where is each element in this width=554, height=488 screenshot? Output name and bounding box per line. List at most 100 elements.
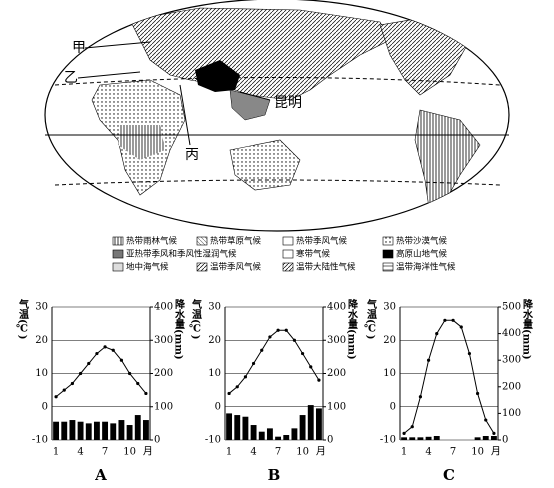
temp-point [284, 328, 288, 332]
temp-point [435, 332, 439, 336]
x-tick-label: 7 [275, 447, 281, 458]
y2-axis-label: 降水量(mm) [173, 298, 186, 360]
temp-point [70, 381, 75, 386]
temp-point [451, 318, 455, 322]
legend-label: 温带海洋性气候 [396, 262, 456, 273]
y-tick-label: 10 [383, 368, 396, 379]
legend-swatch [112, 236, 124, 246]
temp-point [127, 371, 132, 376]
y2-tick-label: 100 [327, 401, 346, 412]
y-tick-label: 20 [383, 335, 396, 346]
y-tick-label: 0 [390, 401, 396, 412]
temp-point [459, 325, 463, 329]
precip-bar [474, 437, 481, 440]
y-tick-label: 0 [215, 401, 221, 412]
temp-point [103, 345, 107, 349]
continents [91, 7, 481, 216]
legend-swatch [382, 236, 394, 246]
precip-bar [102, 421, 109, 440]
precip-bar [110, 423, 117, 440]
precip-bar [142, 420, 149, 440]
precip-bar [291, 428, 298, 440]
temp-point [309, 365, 313, 369]
y-tick-label: 20 [35, 335, 48, 346]
precip-bar [258, 431, 265, 440]
legend-label: 地中海气候 [126, 262, 169, 273]
temp-point [260, 348, 264, 352]
x-tick-label: 10 [123, 447, 136, 458]
precip-bar [53, 421, 60, 440]
legend-swatch [112, 262, 124, 272]
precip-bar [490, 436, 497, 440]
precip-bar [126, 425, 133, 440]
precip-bar [266, 428, 273, 440]
temp-point [243, 375, 248, 379]
y2-tick-label: 300 [502, 355, 521, 366]
y2-tick-label: 300 [154, 335, 173, 346]
x-unit: 月 [316, 446, 326, 458]
y2-tick-label: 200 [502, 381, 521, 392]
x-tick-label: 1 [53, 447, 59, 458]
legend-swatch [282, 249, 294, 259]
legend-label: 热带草原气候 [210, 236, 262, 247]
precip-bar [433, 436, 440, 440]
temp-point [426, 358, 431, 362]
y2-tick-label: 500 [502, 302, 521, 313]
precip-bar [93, 421, 100, 440]
y-axis-label: 气温(℃) [363, 298, 377, 340]
map-label: 昆明 [274, 95, 302, 111]
temp-point [87, 361, 91, 366]
temp-point [227, 391, 231, 396]
x-unit: 月 [143, 446, 153, 458]
temp-point [251, 361, 256, 366]
temp-point [467, 351, 472, 356]
x-tick-label: 4 [250, 447, 256, 458]
y-tick-label: 20 [208, 335, 221, 346]
africa-rain [118, 125, 165, 160]
y-tick-label: 30 [383, 302, 396, 313]
precip-bar [234, 415, 241, 440]
y2-tick-label: 100 [154, 401, 173, 412]
legend-label: 热带沙漠气候 [396, 236, 448, 247]
y2-tick-label: 400 [502, 328, 521, 339]
y2-tick-label: 400 [327, 302, 346, 313]
y2-tick-label: 200 [327, 368, 346, 379]
temp-point [317, 378, 321, 382]
precip-bar [77, 421, 84, 440]
temp-point [268, 335, 272, 339]
precip-bar [85, 423, 92, 440]
chart-caption: A [94, 466, 107, 484]
x-tick-label: 7 [450, 447, 456, 458]
temp-point [78, 371, 83, 376]
temp-point [292, 338, 297, 342]
legend-label: 温带大陆性气候 [296, 262, 356, 273]
temp-point [475, 391, 480, 396]
map-label: 甲 [72, 40, 86, 56]
plateau [195, 60, 240, 92]
precip-bar [283, 435, 290, 440]
y-tick-label: 10 [208, 368, 221, 379]
eurasia [129, 7, 391, 101]
chart-caption: C [443, 466, 455, 484]
y2-axis-label: 降水量(mm) [521, 298, 534, 360]
legend-swatch [282, 236, 294, 246]
precip-bar [275, 436, 282, 440]
precip-bar [61, 421, 68, 440]
x-tick-label: 10 [296, 447, 309, 458]
temp-point [119, 358, 124, 362]
pointer [179, 84, 191, 146]
precip-bar [118, 420, 125, 440]
y2-tick-label: 0 [502, 435, 508, 446]
y-tick-label: -10 [380, 435, 396, 446]
map-label: 丙 [185, 147, 199, 163]
pointer [84, 41, 151, 49]
legend-swatch [382, 249, 394, 259]
y2-tick-label: 200 [154, 368, 173, 379]
precip-bar [409, 437, 416, 440]
y-tick-label: 30 [208, 302, 221, 313]
x-tick-label: 4 [425, 447, 431, 458]
temp-point [276, 328, 280, 332]
y-axis-label: 气温(℃) [188, 298, 202, 340]
temp-line [228, 329, 320, 394]
